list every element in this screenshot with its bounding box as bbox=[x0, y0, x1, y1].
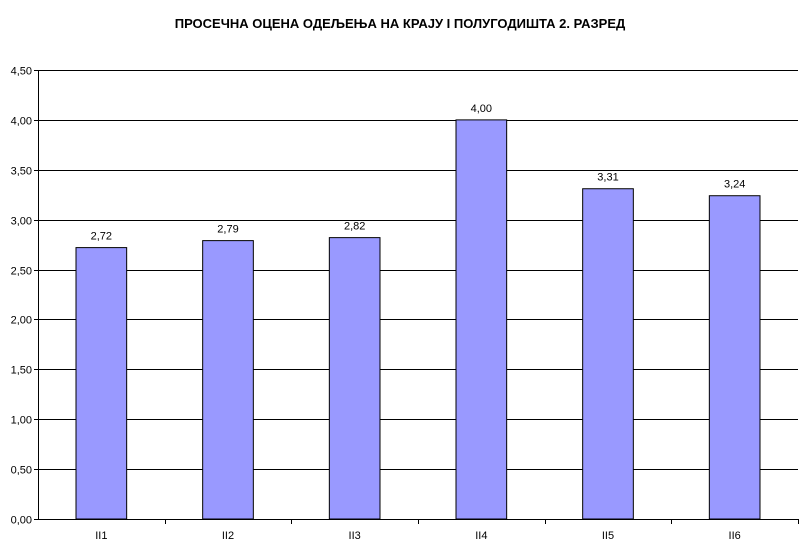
x-tick-label: II1 bbox=[95, 530, 107, 542]
x-tick-label: II5 bbox=[602, 530, 614, 542]
y-tick-label: 0,00 bbox=[11, 515, 32, 527]
bar-ii3 bbox=[328, 237, 381, 520]
bars bbox=[75, 119, 761, 520]
data-label: 3,31 bbox=[597, 172, 618, 184]
y-tick-label: 2,00 bbox=[11, 315, 32, 327]
x-tick-labels: II1 II2 II3 II4 II5 II6 bbox=[95, 530, 741, 542]
gridlines bbox=[38, 70, 798, 470]
bar-ii5 bbox=[582, 188, 634, 520]
data-label: 2,72 bbox=[91, 231, 112, 243]
x-tick-label: II2 bbox=[222, 530, 234, 542]
x-tick-label: II6 bbox=[729, 530, 741, 542]
y-tick-label: 4,50 bbox=[11, 66, 32, 78]
y-tick-label: 1,50 bbox=[11, 365, 32, 377]
x-tick-label: II4 bbox=[475, 530, 487, 542]
bar-ii2 bbox=[202, 240, 254, 520]
chart-title: ПРОСЕЧНА ОЦЕНА ОДЕЉЕЊА НА КРАЈУ I ПОЛУГО… bbox=[174, 16, 626, 31]
y-tick-labels: 0,00 0,50 1,00 1,50 2,00 2,50 3,00 3,50 4,00 4,50 bbox=[11, 66, 32, 527]
y-tick-label: 2,50 bbox=[11, 266, 32, 278]
data-labels: 2,72 2,79 2,82 4,00 3,31 3,24 bbox=[91, 103, 746, 243]
data-label: 2,79 bbox=[217, 224, 238, 236]
bar-ii4 bbox=[455, 119, 508, 520]
data-label: 4,00 bbox=[471, 103, 492, 115]
x-tick-label: II3 bbox=[349, 530, 361, 542]
bar-ii1 bbox=[75, 247, 128, 520]
y-tick-label: 3,50 bbox=[11, 166, 32, 178]
y-tick-label: 3,00 bbox=[11, 216, 32, 228]
data-label: 2,82 bbox=[344, 221, 365, 233]
bar-ii6 bbox=[708, 195, 761, 520]
y-tick-label: 0,50 bbox=[11, 465, 32, 477]
y-tick-label: 4,00 bbox=[11, 116, 32, 128]
y-tick-label: 1,00 bbox=[11, 415, 32, 427]
data-label: 3,24 bbox=[724, 179, 745, 191]
axes bbox=[34, 70, 799, 524]
